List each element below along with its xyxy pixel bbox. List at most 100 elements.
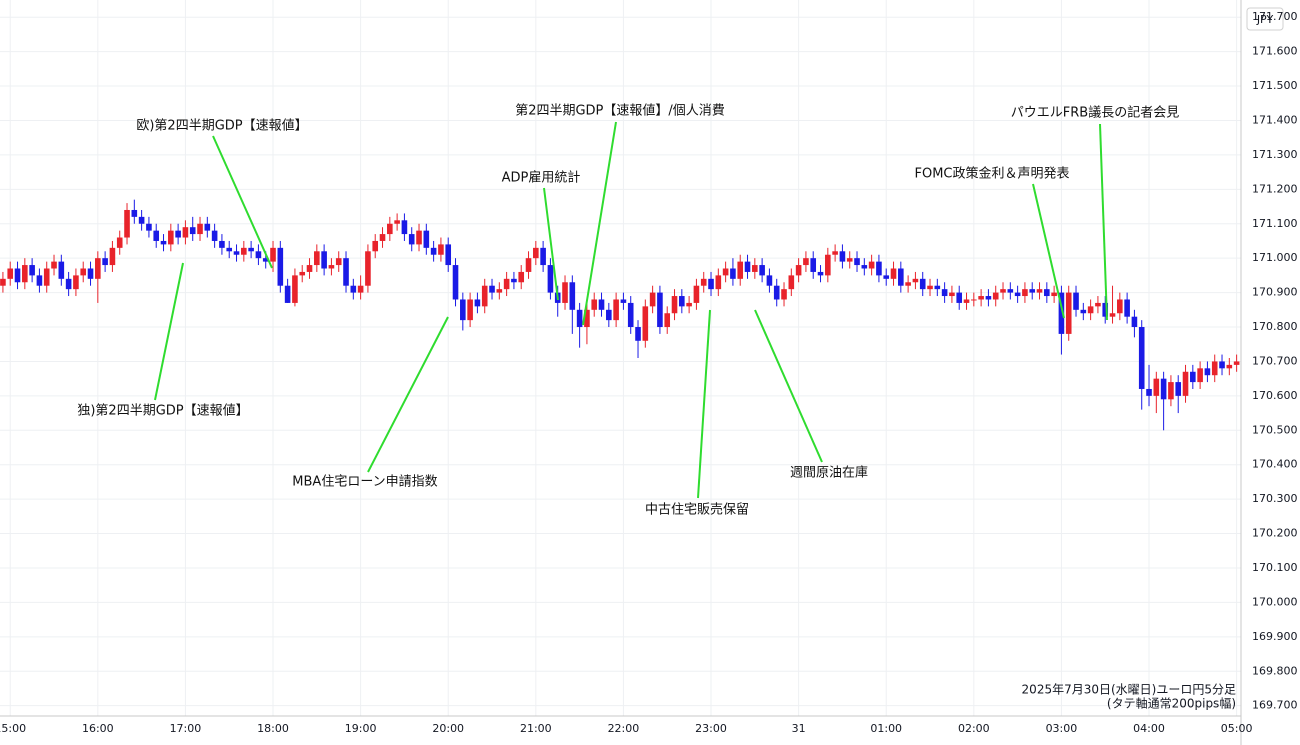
candle-body — [1036, 289, 1043, 293]
candle-body — [292, 275, 298, 303]
candle-body — [1109, 313, 1116, 317]
candle-body — [511, 278, 517, 283]
candle-body — [985, 296, 992, 300]
candle-body — [591, 299, 598, 310]
annotation-line — [754, 309, 823, 463]
annotation-label: パウエルFRB議長の記者会見 — [1011, 105, 1179, 121]
annotation-label: 第2四半期GDP【速報値】/個人消費 — [515, 103, 725, 119]
annotation-line — [543, 187, 559, 301]
candle-body — [737, 261, 744, 279]
y-tick-label: 170.000 — [1252, 595, 1298, 608]
y-tick-label: 170.100 — [1252, 561, 1298, 574]
x-tick-label: 04:00 — [1133, 722, 1165, 735]
candle-body — [613, 299, 619, 321]
candle-body — [277, 247, 284, 286]
candle-body — [839, 251, 846, 262]
candle-body — [861, 265, 868, 269]
candle-body — [883, 275, 890, 279]
candle-body — [817, 271, 824, 276]
candle-body — [671, 296, 678, 314]
candle-body — [693, 285, 700, 303]
candle-body — [379, 234, 386, 241]
candle-body — [949, 292, 955, 297]
y-tick-label: 170.600 — [1252, 389, 1298, 402]
candle-body — [270, 247, 276, 262]
candle-body — [708, 278, 714, 290]
y-tick-label: 169.900 — [1252, 630, 1298, 643]
candle-body — [752, 265, 758, 272]
candle-body — [686, 302, 692, 307]
candle-body — [576, 309, 583, 328]
candle-body — [868, 261, 875, 269]
candle-body — [606, 309, 612, 321]
candle-body — [1014, 292, 1021, 297]
candle-body — [80, 268, 87, 276]
x-tick-label: 03:00 — [1046, 722, 1078, 735]
candle-body — [489, 285, 495, 293]
candle-body — [1226, 364, 1233, 369]
candle-body — [467, 299, 473, 321]
candle-body — [87, 268, 94, 279]
candle-body — [503, 278, 510, 290]
candle-body — [934, 285, 941, 290]
candle-body — [963, 299, 970, 303]
y-tick-label: 170.400 — [1252, 458, 1298, 471]
candle-body — [460, 299, 466, 321]
annotation-line — [212, 135, 273, 269]
candle-body — [474, 299, 481, 307]
annotation-label: 欧)第2四半期GDP【速報値】 — [136, 118, 307, 134]
y-tick-label: 171.300 — [1252, 148, 1298, 161]
candle-body — [1197, 368, 1203, 383]
candle-body — [700, 278, 707, 286]
candle-body — [898, 268, 904, 286]
y-tick-label: 170.700 — [1252, 354, 1298, 367]
candle-body — [95, 258, 101, 279]
candle-body — [255, 251, 262, 259]
candle-body — [584, 309, 590, 328]
candle-body — [445, 244, 452, 266]
candle-body — [233, 251, 240, 255]
candle-body — [649, 292, 656, 307]
candle-body — [1087, 306, 1094, 314]
candle-body — [978, 296, 984, 300]
candle-body — [306, 265, 313, 272]
candle-body — [116, 237, 123, 248]
annotation-label: MBA住宅ローン申請指数 — [292, 475, 437, 490]
annotation-line — [154, 262, 184, 401]
candle-body — [1065, 292, 1072, 334]
candle-body — [168, 230, 174, 245]
candle-body — [1022, 289, 1028, 297]
candle-body — [912, 278, 919, 283]
candle-body — [773, 285, 780, 300]
candle-body — [284, 285, 291, 303]
candle-body — [0, 278, 6, 286]
candle-body — [182, 227, 189, 238]
candle-body — [211, 230, 218, 241]
y-tick-label: 171.000 — [1252, 251, 1298, 264]
candle-body — [533, 247, 539, 259]
candle-body — [314, 251, 320, 266]
y-tick-label: 170.200 — [1252, 527, 1298, 540]
y-tick-label: 170.800 — [1252, 320, 1298, 333]
candle-body — [992, 292, 999, 300]
candle-body — [153, 230, 160, 241]
x-tick-label: 17:00 — [170, 722, 202, 735]
candle-body — [562, 282, 568, 303]
candle-body — [430, 247, 437, 255]
candle-body — [335, 258, 342, 266]
x-tick-label: 18:00 — [257, 722, 289, 735]
candle-body — [1182, 371, 1189, 396]
candle-body — [204, 223, 211, 231]
candle-body — [408, 234, 415, 245]
candle-body — [905, 282, 911, 286]
candle-body — [956, 292, 963, 303]
candle-body — [547, 265, 554, 293]
candle-body — [146, 223, 152, 231]
candle-body — [525, 258, 532, 272]
candle-body — [919, 278, 926, 290]
y-tick-label: 169.700 — [1252, 699, 1298, 712]
candle-body — [1044, 289, 1050, 297]
candle-body — [1190, 371, 1196, 383]
candle-body — [328, 265, 335, 269]
